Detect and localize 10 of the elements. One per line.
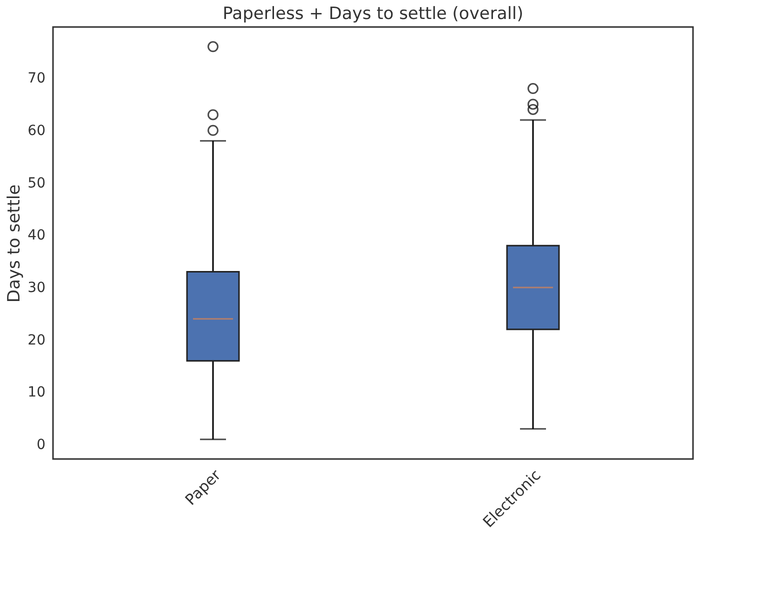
chart-title: Paperless + Days to settle (overall): [222, 4, 524, 24]
y-tick-label: 20: [28, 332, 46, 348]
y-tick-label: 60: [28, 122, 46, 139]
y-axis-title: Days to settle: [4, 184, 25, 303]
y-tick-label: 0: [36, 437, 46, 454]
y-tick-label: 50: [28, 175, 46, 192]
y-tick-label: 40: [28, 228, 46, 244]
y-tick-label: 70: [28, 70, 46, 87]
y-tick-label: 30: [28, 280, 46, 296]
y-tick-label: 10: [28, 384, 46, 401]
